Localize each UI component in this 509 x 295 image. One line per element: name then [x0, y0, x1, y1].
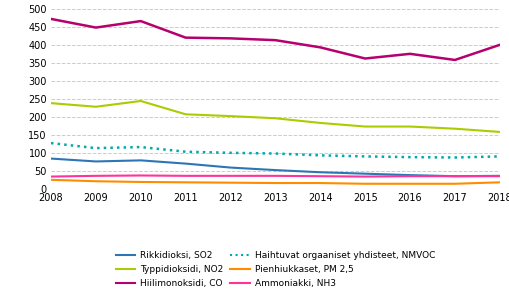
Legend: Rikkidioksi, SO2, Typpidioksidi, NO2, Hiilimonoksidi, CO, Haihtuvat orgaaniset y: Rikkidioksi, SO2, Typpidioksidi, NO2, Hi… — [112, 247, 438, 291]
